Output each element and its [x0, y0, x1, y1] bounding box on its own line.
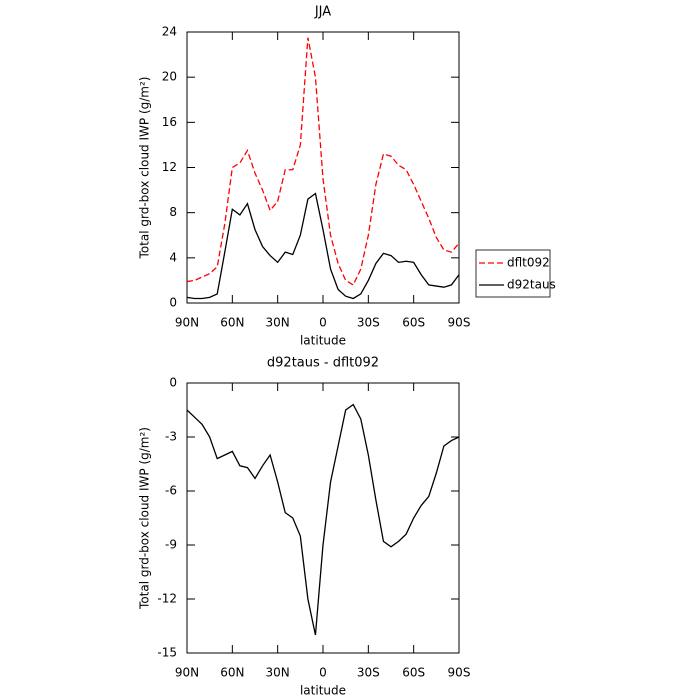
chart-title: d92taus - dflt092: [267, 356, 379, 371]
y-tick-label: -3: [165, 430, 177, 444]
y-tick-label: -12: [157, 592, 177, 606]
legend-box: [475, 249, 551, 298]
y-tick-label: 12: [162, 160, 177, 174]
x-tick-label: 0: [319, 316, 327, 330]
data-line: [186, 37, 460, 286]
y-tick-label: 20: [162, 70, 177, 84]
x-tick-label: 90N: [175, 316, 199, 330]
x-tick-label: 60N: [220, 316, 244, 330]
data-line: [186, 192, 460, 300]
x-tick-label: 0: [319, 666, 327, 680]
x-tick-label: 90N: [175, 666, 199, 680]
x-tick-label: 30N: [266, 666, 290, 680]
y-tick-label: 4: [169, 250, 177, 264]
y-tick-label: -15: [157, 646, 177, 660]
x-tick-label: 60N: [220, 666, 244, 680]
y-axis-label: Total grd-box cloud IWP (g/m²): [138, 77, 152, 260]
x-tick-label: 30S: [357, 316, 380, 330]
y-tick-label: 16: [162, 115, 177, 129]
x-axis-label: latitude: [300, 684, 346, 698]
y-tick-label: -9: [165, 538, 177, 552]
x-tick-label: 60S: [402, 316, 425, 330]
x-tick-label: 90S: [448, 666, 471, 680]
y-tick-label: 0: [169, 376, 177, 390]
legend-label: d92taus: [507, 278, 556, 292]
y-tick-label: -6: [165, 484, 177, 498]
x-axis-label: latitude: [300, 334, 346, 348]
x-tick-label: 90S: [448, 316, 471, 330]
plot-frame: [186, 31, 460, 304]
y-tick-label: 8: [169, 205, 177, 219]
y-tick-label: 0: [169, 296, 177, 310]
chart-title: JJA: [314, 5, 331, 20]
x-tick-label: 30N: [266, 316, 290, 330]
y-tick-label: 24: [162, 25, 177, 39]
data-line: [186, 403, 460, 636]
plot-frame: [186, 382, 460, 654]
x-tick-label: 30S: [357, 666, 380, 680]
x-tick-label: 60S: [402, 666, 425, 680]
legend-label: dflt092: [507, 256, 550, 270]
y-axis-label: Total grd-box cloud IWP (g/m²): [138, 427, 152, 610]
